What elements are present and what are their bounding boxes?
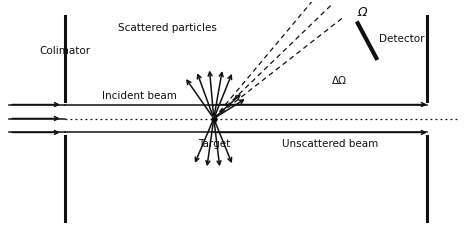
Text: ΔΩ: ΔΩ <box>332 76 347 86</box>
Text: Target: Target <box>198 139 230 149</box>
Text: Detector: Detector <box>379 34 424 44</box>
Text: Unscattered beam: Unscattered beam <box>282 139 378 149</box>
Text: Colimator: Colimator <box>39 46 91 56</box>
Text: Ω: Ω <box>358 6 367 19</box>
Text: Scattered particles: Scattered particles <box>118 23 217 32</box>
Text: Incident beam: Incident beam <box>102 91 177 101</box>
